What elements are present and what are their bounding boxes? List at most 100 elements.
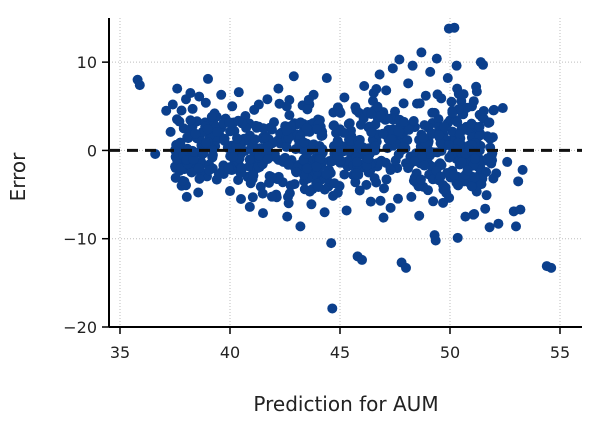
data-point bbox=[403, 78, 414, 89]
data-point bbox=[233, 87, 244, 98]
data-point bbox=[181, 191, 192, 202]
data-point bbox=[295, 117, 306, 128]
data-point bbox=[418, 132, 429, 143]
data-point bbox=[250, 120, 261, 131]
data-point bbox=[284, 188, 295, 199]
data-point bbox=[200, 97, 211, 108]
data-point bbox=[417, 151, 428, 162]
data-point bbox=[435, 171, 446, 182]
data-point bbox=[471, 81, 482, 92]
data-point bbox=[227, 101, 238, 112]
data-point bbox=[387, 63, 398, 74]
data-point bbox=[257, 188, 268, 199]
data-point bbox=[469, 153, 480, 164]
data-point bbox=[365, 196, 376, 207]
data-point bbox=[371, 84, 382, 95]
data-point bbox=[219, 135, 230, 146]
data-point bbox=[285, 180, 296, 191]
data-point bbox=[281, 141, 292, 152]
data-point bbox=[502, 156, 513, 167]
data-point bbox=[273, 171, 284, 182]
data-point bbox=[274, 98, 285, 109]
data-point bbox=[379, 183, 389, 194]
data-point bbox=[328, 190, 339, 201]
data-point bbox=[427, 107, 438, 118]
data-point bbox=[283, 159, 294, 170]
data-point bbox=[511, 221, 521, 232]
points-layer bbox=[132, 22, 557, 314]
data-point bbox=[248, 169, 259, 180]
data-point bbox=[403, 163, 414, 174]
data-point bbox=[480, 203, 491, 214]
data-point bbox=[185, 88, 196, 99]
data-point bbox=[474, 130, 485, 141]
data-point bbox=[329, 120, 340, 131]
data-point bbox=[425, 146, 436, 157]
data-point bbox=[452, 117, 463, 128]
data-point bbox=[454, 129, 465, 140]
data-point bbox=[469, 172, 480, 183]
data-point bbox=[406, 191, 417, 202]
data-point bbox=[414, 210, 425, 221]
data-point bbox=[460, 211, 471, 222]
data-point bbox=[453, 180, 464, 191]
data-point bbox=[354, 185, 365, 196]
data-point bbox=[446, 96, 457, 107]
data-point bbox=[408, 115, 419, 126]
data-point bbox=[515, 204, 526, 215]
data-point bbox=[478, 105, 489, 116]
data-point bbox=[444, 192, 455, 203]
data-point bbox=[425, 66, 436, 77]
data-point bbox=[546, 262, 557, 273]
data-point bbox=[375, 110, 386, 121]
data-point bbox=[253, 99, 264, 110]
data-point bbox=[244, 201, 255, 212]
data-point bbox=[488, 173, 499, 184]
data-point bbox=[258, 208, 268, 219]
data-point bbox=[174, 116, 185, 127]
data-point bbox=[442, 73, 453, 84]
data-point bbox=[393, 126, 404, 137]
data-point bbox=[304, 186, 315, 197]
data-point bbox=[497, 103, 508, 114]
data-point bbox=[345, 136, 356, 147]
data-point bbox=[420, 90, 431, 101]
data-point bbox=[329, 178, 340, 189]
data-point bbox=[281, 125, 292, 136]
data-point bbox=[452, 232, 463, 243]
data-point bbox=[176, 105, 187, 116]
data-point bbox=[461, 102, 472, 113]
data-point bbox=[432, 89, 443, 100]
data-point bbox=[190, 128, 201, 139]
x-tick-label: 50 bbox=[440, 343, 460, 362]
data-point bbox=[355, 119, 366, 130]
data-point bbox=[247, 192, 258, 203]
y-tick-label: 0 bbox=[87, 141, 97, 160]
data-point bbox=[451, 60, 462, 71]
data-point bbox=[321, 73, 332, 84]
axes-layer: 35 40 45 50 55 −20 −10 0 10 bbox=[63, 18, 582, 362]
data-point bbox=[341, 205, 352, 216]
data-point bbox=[321, 168, 332, 179]
data-point bbox=[482, 153, 493, 164]
data-point bbox=[319, 207, 330, 218]
data-point bbox=[194, 91, 205, 102]
data-point bbox=[392, 193, 403, 204]
data-point bbox=[381, 174, 392, 185]
data-point bbox=[476, 179, 487, 190]
data-point bbox=[225, 186, 235, 197]
data-point bbox=[225, 126, 236, 137]
data-point bbox=[298, 137, 309, 148]
data-point bbox=[478, 59, 488, 70]
data-point bbox=[232, 133, 243, 144]
data-point bbox=[351, 168, 362, 179]
data-point bbox=[161, 105, 172, 116]
data-point bbox=[493, 218, 504, 229]
data-point bbox=[302, 104, 313, 115]
data-point bbox=[351, 156, 362, 167]
data-point bbox=[207, 151, 218, 162]
y-axis-title: Error bbox=[6, 152, 30, 202]
data-point bbox=[466, 118, 477, 129]
data-point bbox=[416, 47, 427, 58]
